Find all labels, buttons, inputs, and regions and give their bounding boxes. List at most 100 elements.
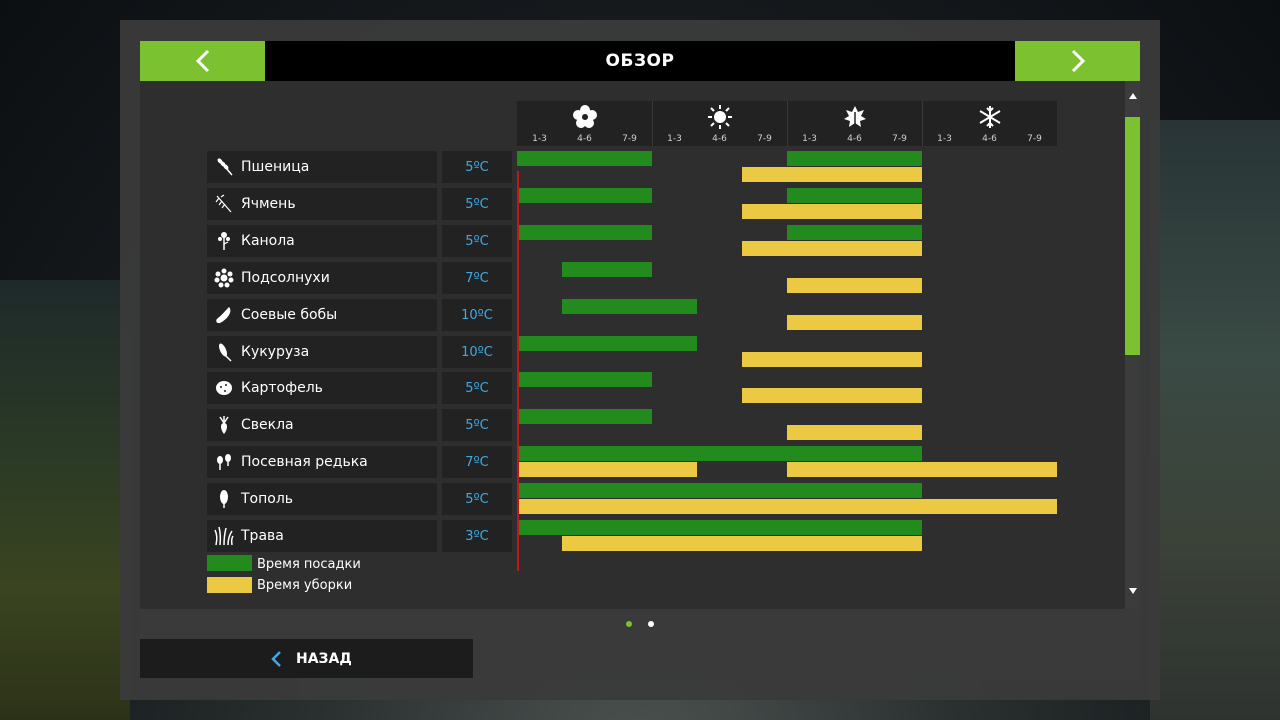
barley-icon <box>213 193 235 215</box>
season-divider <box>652 101 653 146</box>
harvest-bar <box>787 278 922 293</box>
crop-min-temperature: 10ºC <box>442 299 512 331</box>
canola-icon <box>213 230 235 252</box>
crop-name: Свекла <box>241 417 294 433</box>
legend-planting-label: Время посадки <box>257 557 361 572</box>
crop-row-name[interactable]: Канола <box>207 225 437 257</box>
crop-row-name[interactable]: Картофель <box>207 372 437 404</box>
crop-row-name[interactable]: Кукуруза <box>207 336 437 368</box>
crop-min-temperature: 5ºC <box>442 151 512 183</box>
sun-icon <box>707 104 733 130</box>
crop-name: Подсолнухи <box>241 270 330 286</box>
harvest-bar <box>562 536 922 551</box>
snowflake-icon <box>977 104 1003 130</box>
next-page-button[interactable] <box>1015 41 1140 81</box>
crop-name: Соевые бобы <box>241 307 338 323</box>
arrow-down-icon <box>1128 588 1137 594</box>
arrow-up-icon <box>1128 93 1137 99</box>
scroll-up-button[interactable] <box>1125 81 1140 111</box>
planting-bar <box>517 409 652 424</box>
poplar-icon <box>213 488 235 510</box>
period-label: 7-9 <box>1027 134 1042 144</box>
harvest-bar <box>787 462 1057 477</box>
crop-row-name[interactable]: Свекла <box>207 409 437 441</box>
crop-row-name[interactable]: Ячмень <box>207 188 437 220</box>
page-title: ОБЗОР <box>265 41 1015 81</box>
crop-name: Картофель <box>241 380 323 396</box>
crop-row-name[interactable]: Соевые бобы <box>207 299 437 331</box>
crop-min-temperature: 5ºC <box>442 372 512 404</box>
current-period-marker <box>517 171 519 571</box>
legend-harvest-swatch <box>207 577 252 593</box>
planting-bar <box>517 336 697 351</box>
crop-min-temperature: 5ºC <box>442 483 512 515</box>
prev-page-button[interactable] <box>140 41 265 81</box>
crop-row-name[interactable]: Трава <box>207 520 437 552</box>
harvest-bar <box>742 241 922 256</box>
planting-bar <box>562 262 652 277</box>
chevron-left-icon <box>271 650 281 667</box>
harvest-bar <box>517 462 697 477</box>
crop-name: Трава <box>241 528 284 544</box>
planting-bar <box>517 520 922 535</box>
harvest-bar <box>787 315 922 330</box>
planting-bar <box>787 188 922 203</box>
planting-bar <box>517 483 922 498</box>
crop-name: Тополь <box>241 491 294 507</box>
crop-name: Пшеница <box>241 159 310 175</box>
chevron-right-icon <box>1071 49 1085 73</box>
harvest-bar <box>742 388 922 403</box>
crop-min-temperature: 10ºC <box>442 336 512 368</box>
beet-icon <box>213 414 235 436</box>
page-indicator <box>140 609 1140 639</box>
scroll-down-button[interactable] <box>1125 576 1140 606</box>
period-label: 4-6 <box>577 134 592 144</box>
season-divider <box>787 101 788 146</box>
footer-bar <box>473 639 1140 678</box>
harvest-bar <box>742 167 922 182</box>
crop-name: Посевная редька <box>241 454 368 470</box>
period-label: 1-3 <box>802 134 817 144</box>
planting-bar <box>517 225 652 240</box>
harvest-bar <box>787 425 922 440</box>
season-divider <box>922 101 923 146</box>
period-label: 7-9 <box>622 134 637 144</box>
period-label: 1-3 <box>532 134 547 144</box>
crop-row-name[interactable]: Тополь <box>207 483 437 515</box>
crop-min-temperature: 7ºC <box>442 262 512 294</box>
crop-min-temperature: 5ºC <box>442 225 512 257</box>
crop-name: Ячмень <box>241 196 296 212</box>
planting-bar <box>517 372 652 387</box>
crop-min-temperature: 7ºC <box>442 446 512 478</box>
crop-row-name[interactable]: Посевная редька <box>207 446 437 478</box>
chevron-left-icon <box>195 49 209 73</box>
grass-icon <box>213 525 235 547</box>
planting-bar <box>517 446 922 461</box>
leaf-icon <box>842 104 868 130</box>
crop-name: Канола <box>241 233 295 249</box>
page-dot-1[interactable] <box>626 621 632 627</box>
period-label: 7-9 <box>757 134 772 144</box>
page-dot-2[interactable] <box>648 621 654 627</box>
planting-bar <box>787 151 922 166</box>
overview-window: ОБЗОР 1-3 4-6 7-9 1-3 4-6 7-9 1-3 4-6 7-9 1-3 4-6 7… <box>120 20 1160 700</box>
scrollbar-thumb[interactable] <box>1125 117 1140 355</box>
harvest-bar <box>742 352 922 367</box>
crop-row-name[interactable]: Пшеница <box>207 151 437 183</box>
period-label: 1-3 <box>937 134 952 144</box>
back-button[interactable]: НАЗАД <box>140 639 473 678</box>
back-button-label: НАЗАД <box>296 650 352 667</box>
period-label: 1-3 <box>667 134 682 144</box>
planting-bar <box>562 299 697 314</box>
radish-icon <box>213 451 235 473</box>
planting-bar <box>517 188 652 203</box>
flower-icon <box>572 104 598 130</box>
legend-planting-swatch <box>207 555 252 571</box>
background-trees-right <box>1150 120 1280 720</box>
crop-min-temperature: 5ºC <box>442 188 512 220</box>
planting-bar <box>517 151 652 166</box>
wheat-icon <box>213 156 235 178</box>
crop-row-name[interactable]: Подсолнухи <box>207 262 437 294</box>
soybean-icon <box>213 304 235 326</box>
legend-harvest-label: Время уборки <box>257 578 353 593</box>
